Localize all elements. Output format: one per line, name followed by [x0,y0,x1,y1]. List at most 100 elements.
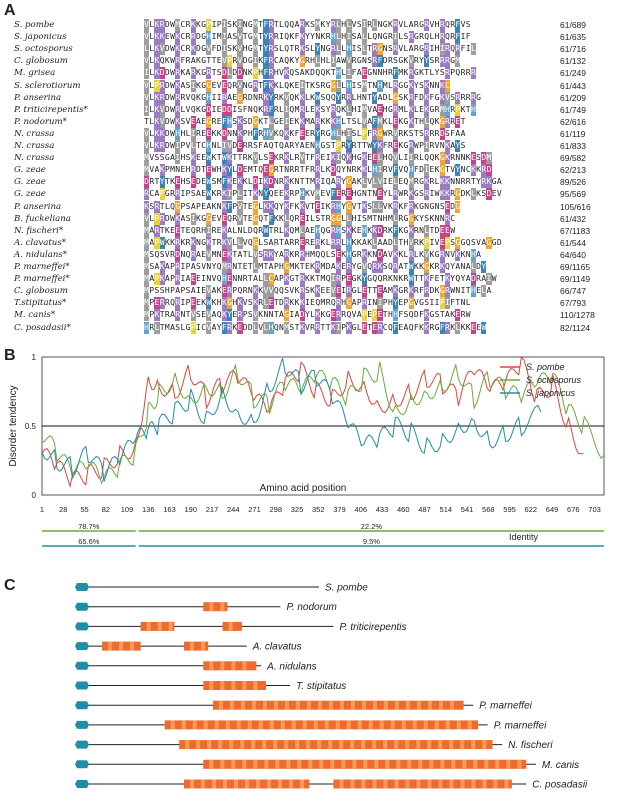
domain-stripe [262,740,267,750]
sequence-position: 67/1183 [560,225,591,236]
species-name: N. crassa [14,128,55,139]
domain-stripe [146,621,151,631]
sequence: LLKVDWKCRKDGVFDISKVHGMTYRSLQTRKSLYNGRLLH… [144,43,476,56]
species-name: G. zeae [14,189,46,200]
sequence: VLKQKWRFRAKGTTEVPRVDGIKFRCAQKYGRHLHLIAWV… [144,55,461,68]
species-name: S. octosporus [14,44,73,55]
n-terminal-domain-icon [75,760,89,769]
domain-stripe [229,700,234,710]
species-name: P. anserina [14,201,62,212]
domain-stripe [209,661,214,671]
domain-stripe [229,740,234,750]
x-tick-label: 514 [440,505,453,514]
domain-stripe [390,720,395,730]
legend-label: S. octosporus [526,375,582,385]
domain-stripe [228,621,233,631]
sequence-position: 69/1149 [560,274,591,285]
domain-stripe [418,759,423,769]
domain-stripe [185,740,190,750]
domain-stripe [170,720,175,730]
domain-stripe [504,779,509,789]
domain-stripe [394,700,399,710]
sequence-position: 61/209 [560,92,586,103]
series-line [41,358,542,482]
species-name: C. globosum [14,56,68,67]
domain-stripe [361,779,366,789]
x-tick-label: 595 [503,505,516,514]
domain-stripe [445,720,450,730]
species-label: T. stipitatus [296,681,346,692]
species-label: A. clavatus [252,642,302,653]
species-name: S. pombe [14,20,55,30]
y-tick-label: 0 [32,491,37,500]
domain-stripe [108,641,113,651]
domain-stripe [264,759,269,769]
disordered-domain [184,641,209,651]
domain-stripe [181,720,186,730]
x-tick-label: 703 [588,505,601,514]
legend-label: S. pombe [526,362,565,372]
n-terminal-domain-icon [75,622,89,631]
domain-stripe [427,740,432,750]
domain-stripe [438,779,443,789]
domain-stripe [449,740,454,750]
domain-stripe [190,779,195,789]
domain-stripe [493,779,498,789]
sequence: VLKRDWMCRKKGPIPISKINGMTFRTLQQARKSMKYRLHL… [144,19,471,31]
identity-value: 78.7% [78,522,100,531]
domain-stripe [423,720,428,730]
sequence-position: 61/249 [560,68,586,79]
domain-stripe [231,681,236,690]
domain-stripe [427,700,432,710]
sequence-position: 110/1278 [560,310,595,321]
disordered-domain [333,779,512,789]
domain-stripe [317,740,322,750]
disordered-domain [203,602,228,612]
sequence-position: 61/544 [560,237,586,248]
species-name: T.stipitatus* [14,298,67,309]
domain-stripe [462,759,467,769]
sequence: ILKVDWRLVQKGDIEDDISFNQKRFRLIQMRLEKSYRQKL… [144,103,476,116]
sequence: MPSSHPAPSAIEVAKERPQRNKKVVQQSVKRSKKEEVEIR… [144,285,492,298]
domain-stripe [302,720,307,730]
x-tick-label: 244 [227,505,240,514]
domain-stripe [168,621,173,631]
species-label: C. posadasii [532,780,588,791]
sequence: MSQSVRDNQRAEVMNEKTATLVSRKYARKRRHMQQLSEKH… [144,248,481,261]
domain-stripe [280,720,285,730]
sequence: MAPWKKRKRKNGKTRKVLLVQGLSARTARRERERKLRRLH… [144,236,502,249]
x-tick-label: 460 [397,505,410,514]
domain-stripe [482,740,487,750]
domain-stripe [473,759,478,769]
species-label: P. nodorum [286,602,336,613]
domain-stripe [253,759,258,769]
domain-stripe [231,759,236,769]
sequence: MARTKEETEQRHIREKALNLDQRWTRLKQMLAEHQGRHSK… [144,224,456,237]
domain-stripe [207,740,212,750]
identity-value: 9.5% [363,537,380,546]
domain-stripe [258,720,263,730]
domain-stripe [456,720,461,730]
domain-stripe [361,700,366,710]
domain-stripe [295,700,300,710]
sequence: MPERRQRIPEEKWKHKGHKVSKRLETDRKKKIEQMRQRHG… [144,297,471,310]
sequence: KSRTLQGPSAPEAKNKFPVTEGLKKQYKFKKVTEIKRHYG… [144,200,461,213]
domain-stripe [438,700,443,710]
sequence-position: 61/689 [560,20,586,30]
domain-stripe [405,740,410,750]
y-tick-label: 1 [32,353,37,362]
species-name: B. fuckeliana [14,213,71,224]
domain-stripe [341,759,346,769]
x-tick-label: 568 [482,505,495,514]
sequence-position: 61/443 [560,80,586,91]
domain-stripe [471,740,476,750]
sequence: VLKRDWRRVQKGHIIRAEGRDNRKYRKVQKKLKWSQQYRR… [144,91,481,104]
n-terminal-domain-icon [75,701,89,710]
domain-stripe [361,740,366,750]
sequence: DRTYTKEHSEDEWSMFKEKKLDIKDNRKKNTTMRIQARYG… [144,176,502,189]
sequence-position: 61/635 [560,32,586,43]
domain-stripe [412,720,417,730]
domain-stripe [374,759,379,769]
domain-stripe [449,779,454,789]
